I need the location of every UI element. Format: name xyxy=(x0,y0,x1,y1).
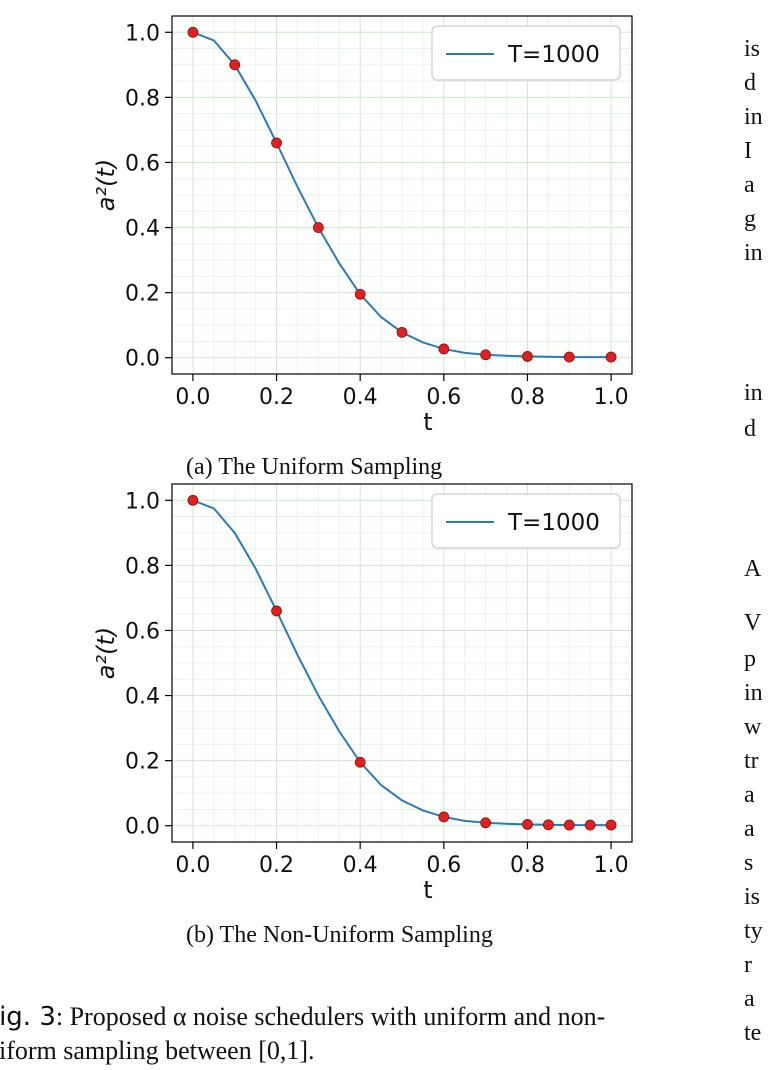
side-text-fragment: d xyxy=(744,416,756,442)
y-axis-label: a²(t) xyxy=(92,159,120,211)
side-text-fragment: is xyxy=(744,36,761,62)
side-text-fragment: in xyxy=(744,680,763,706)
side-text-fragment: I xyxy=(744,138,752,164)
data-point xyxy=(354,288,366,300)
side-text-fragment: d xyxy=(744,70,756,96)
y-tick-label: 0.8 xyxy=(125,554,160,579)
y-tick-label: 0.6 xyxy=(125,619,160,644)
y-tick-label: 0.4 xyxy=(125,685,160,710)
series-line xyxy=(192,499,612,827)
x-tick-label: 0.8 xyxy=(510,853,545,878)
side-text-fragment: s xyxy=(744,850,754,876)
side-text-fragment: w xyxy=(744,714,762,740)
side-text-fragment: ty xyxy=(744,918,763,944)
y-tick-label: 1.0 xyxy=(125,489,160,514)
x-tick-label: 1.0 xyxy=(594,385,629,410)
legend-box xyxy=(431,493,621,549)
legend-label: T=1000 xyxy=(507,42,600,68)
data-point xyxy=(605,819,617,831)
y-tick-label: 0.8 xyxy=(125,86,160,111)
data-point xyxy=(542,819,554,831)
data-point xyxy=(522,819,533,830)
side-text-fragment: is xyxy=(744,884,761,910)
side-text-fragment: tr xyxy=(744,748,759,774)
side-text-fragment: a xyxy=(744,782,755,808)
y-axis-label: a²(t) xyxy=(92,627,120,679)
data-point xyxy=(438,343,450,355)
figure-caption: Fig. 3: Proposed α noise schedulers with… xyxy=(0,1000,726,1068)
side-text-fragment: in xyxy=(744,104,763,130)
side-text-fragment: g xyxy=(744,206,756,232)
side-text-fragment: a xyxy=(744,816,755,842)
y-tick-label: 0.2 xyxy=(125,282,160,307)
data-point xyxy=(271,137,282,149)
chart-non-uniform-sampling: 0.0 0.2 0.4 0.6 0.8 1.0 0.0 0.2 0.4 0.6 0.8 1.0 t a²(… xyxy=(92,483,633,904)
plot-frame xyxy=(171,483,633,843)
data-point xyxy=(522,351,533,362)
x-tick-label: 0.0 xyxy=(175,385,210,410)
data-point xyxy=(563,819,575,831)
data-point xyxy=(396,326,408,338)
x-tick-label: 0.8 xyxy=(510,385,545,410)
legend: T=1000 xyxy=(431,25,621,81)
side-text-fragment: in xyxy=(744,240,763,266)
x-tick-label: 0.2 xyxy=(259,385,294,410)
subfigure-caption-a: (a) The Uniform Sampling xyxy=(186,454,443,480)
subfigure-caption-b: (b) The Non-Uniform Sampling xyxy=(186,922,493,948)
side-text-fragment: A xyxy=(744,556,762,582)
x-tick-label: 0.4 xyxy=(343,385,378,410)
y-tick-label: 0.0 xyxy=(125,815,160,840)
x-tick-label: 0.6 xyxy=(426,853,461,878)
legend: T=1000 xyxy=(431,493,621,549)
data-point xyxy=(271,605,282,617)
data-point xyxy=(187,26,199,38)
side-text-fragment: a xyxy=(744,986,755,1012)
figure-caption-line-1: : Proposed α noise schedulers with unifo… xyxy=(55,1002,606,1031)
data-point xyxy=(605,351,617,363)
plot-frame xyxy=(171,15,633,375)
data-point xyxy=(312,222,324,233)
side-text-fragment: p xyxy=(744,646,756,672)
data-point xyxy=(187,494,199,506)
x-tick-label: 0.0 xyxy=(175,853,210,878)
y-tick-label: 0.4 xyxy=(125,217,160,242)
legend-label: T=1000 xyxy=(507,510,600,536)
side-text-fragment: in xyxy=(744,380,763,406)
y-tick-label: 0.6 xyxy=(125,151,160,176)
x-tick-label: 0.6 xyxy=(426,385,461,410)
x-tick-label: 0.4 xyxy=(343,853,378,878)
side-text-fragment: a xyxy=(744,172,755,198)
data-point xyxy=(563,351,575,363)
data-point xyxy=(480,349,492,361)
chart-uniform-sampling: 0.0 0.2 0.4 0.6 0.8 1.0 0.0 0.2 0.4 0.6 0.8 1.0 t a²(… xyxy=(92,15,633,436)
x-axis-label: t xyxy=(423,408,432,436)
data-point xyxy=(354,756,366,768)
side-text-fragment: te xyxy=(744,1020,762,1046)
data-point xyxy=(480,817,492,829)
y-tick-label: 1.0 xyxy=(125,21,160,46)
side-text-fragment: V xyxy=(744,610,762,636)
data-point xyxy=(229,59,241,71)
x-tick-label: 1.0 xyxy=(594,853,629,878)
data-point xyxy=(584,819,596,831)
legend-box xyxy=(431,25,621,81)
y-tick-label: 0.2 xyxy=(125,750,160,775)
figure-number: Fig. 3 xyxy=(0,1002,56,1032)
x-tick-label: 0.2 xyxy=(259,853,294,878)
x-axis-label: t xyxy=(423,876,432,904)
data-point xyxy=(438,811,450,823)
y-tick-label: 0.0 xyxy=(125,347,160,372)
side-text-fragment: r xyxy=(744,952,752,978)
figure-caption-line-2: niform sampling between [0,1]. xyxy=(0,1036,315,1065)
